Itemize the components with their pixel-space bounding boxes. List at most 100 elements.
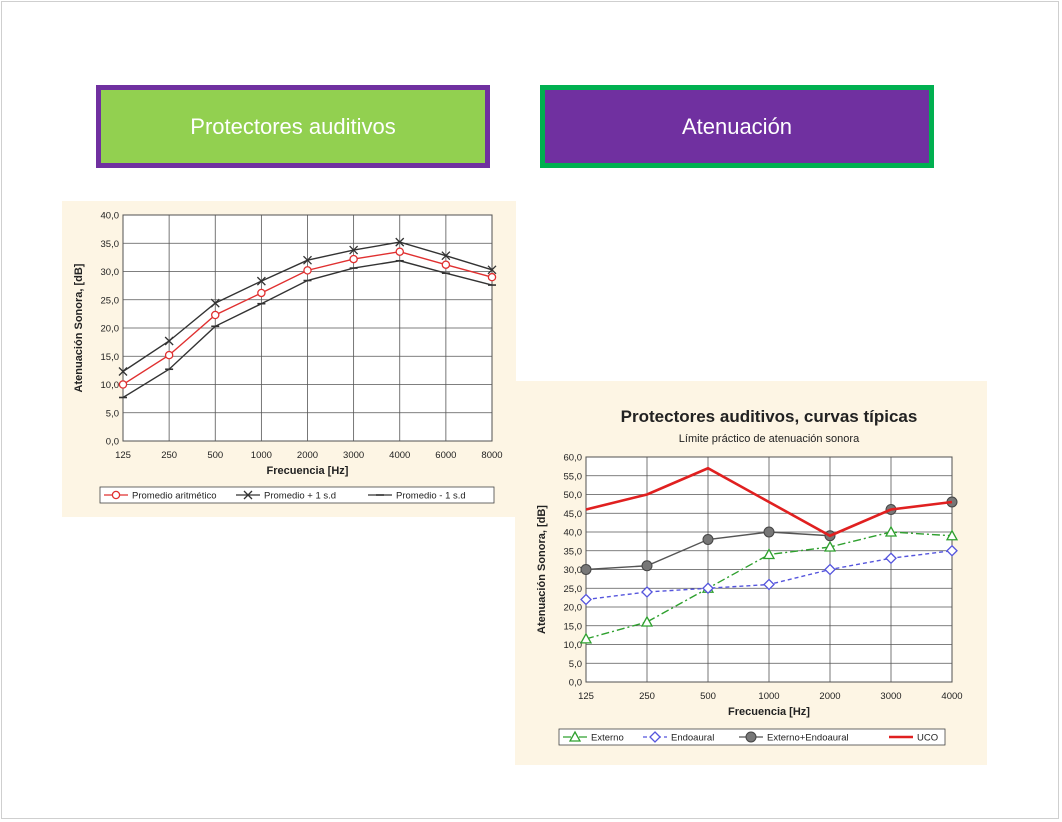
series-endoaural [580,544,958,606]
y-tick-label: 15,0 [564,621,583,632]
x-tick-label: 6000 [435,450,456,461]
y-tick-label: 20,0 [101,324,120,335]
legend-entry-externo: Externo [591,733,624,744]
y-tick-label: 5,0 [569,659,582,670]
data-point-promedio-aritmetico [487,272,497,282]
y-tick-label: 20,0 [564,603,583,614]
data-point-externo-endoaural [702,534,714,545]
attenuation-average-chart: 0,0 5,0 10,0 15,0 20,0 25,0 30,0 35,0 40,0 125 250… [62,201,516,517]
x-tick-label: 125 [578,691,594,702]
data-point-externo [823,540,837,552]
x-axis-label: Frecuencia [Hz] [728,706,810,718]
atenuacion-title-box: Atenuación [540,85,934,168]
y-tick-label: 60,0 [564,453,583,464]
data-point-endoaural [824,563,836,576]
y-tick-label: 30,0 [101,267,120,278]
protectores-auditivos-title-box: Protectores auditivos [96,85,490,168]
legend-entry-endoaural: Endoaural [671,733,714,744]
data-point-promedio-1-s-d [395,237,405,247]
data-point-endoaural [641,586,653,598]
y-tick-label: 55,0 [564,471,583,482]
y-tick-label: 30,0 [564,565,583,576]
y-tick-label: 25,0 [101,295,120,306]
data-point-endoaural [885,552,897,565]
y-tick-label: 45,0 [564,509,583,520]
legend-entry-promedio-1-s-d: Promedio + 1 s.d [264,491,336,502]
y-tick-label: 50,0 [564,490,583,501]
y-tick-label: 25,0 [564,584,583,595]
typical-curves-chart-svg: 0,0 5,0 10,0 15,0 20,0 25,0 30,0 35,0 40,0 45,0 50… [536,407,963,746]
x-tick-label: 4000 [389,450,410,461]
x-tick-label: 250 [161,450,177,461]
data-point-promedio-aritmetico [118,380,128,389]
legend-entry-promedio-aritmetico: Promedio aritmético [132,491,216,502]
y-axis-label: Atenuación Sonora, [dB] [536,505,548,634]
legend-entry-promedio-1-s-d: Promedio - 1 s.d [396,491,466,502]
x-tick-label: 500 [700,691,716,702]
y-tick-label: 15,0 [101,352,120,363]
data-point-promedio-1-s-d [118,367,128,376]
legend-marker-promedio-1-s-d [243,490,253,500]
legend-entry-uco: UCO [917,733,938,744]
x-tick-label: 3000 [343,450,364,461]
x-tick-label: 4000 [941,691,962,702]
legend-marker-externo-endoaural [745,731,757,743]
x-tick-label: 2000 [819,691,840,702]
legend: Externo Endoaural Externo+Endoaural UCO [558,728,946,746]
legend-marker-promedio-aritmetico [111,490,121,500]
y-axis-label: Atenuación Sonora, [dB] [73,263,85,392]
data-point-promedio-1-s-d [303,255,312,265]
data-point-promedio-aritmetico [210,310,220,320]
data-point-promedio-aritmetico [441,260,451,269]
x-tick-label: 125 [115,450,131,461]
legend-entry-externo-endoaural: Externo+Endoaural [767,733,849,744]
data-point-endoaural [946,544,958,557]
series-line-uco [585,466,953,538]
data-point-promedio-1-s-d [441,251,451,261]
data-point-externo-endoaural [641,560,653,572]
series-uco [585,466,953,538]
data-point-externo-endoaural [763,526,775,538]
data-point-externo [945,529,959,541]
y-tick-label: 0,0 [106,437,119,448]
series-promedio-1-s-d [118,237,497,376]
legend: Promedio aritmético Promedio + 1 s.d Prome… [99,486,495,504]
y-tick-label: 35,0 [564,546,583,557]
y-tick-label: 10,0 [101,380,120,391]
attenuation-average-chart-svg: 0,0 5,0 10,0 15,0 20,0 25,0 30,0 35,0 40,0 125 250… [73,211,503,504]
data-point-externo-endoaural [580,564,592,575]
data-point-externo [884,525,898,537]
data-point-promedio-1-s-d [349,245,359,255]
typical-curves-chart: 0,0 5,0 10,0 15,0 20,0 25,0 30,0 35,0 40,0 45,0 50… [515,381,987,765]
right-title-text: Atenuación [681,113,793,139]
data-point-promedio-aritmetico [395,247,404,256]
data-point-externo [640,615,654,627]
y-tick-label: 40,0 [564,528,583,539]
x-tick-label: 250 [639,691,655,702]
data-point-promedio-1-s-d [210,298,220,308]
legend-marker-externo [568,730,582,742]
data-point-endoaural [763,578,775,591]
data-point-externo [579,632,593,644]
series-promedio-aritmetico [118,247,497,389]
x-tick-label: 2000 [297,450,318,461]
data-point-endoaural [580,593,592,606]
x-tick-label: 1000 [251,450,272,461]
series-promedio-1-s-d [119,259,496,399]
chart-subtitle: Límite práctico de atenuación sonora [679,433,860,445]
y-tick-label: 5,0 [106,408,119,419]
data-point-promedio-1-s-d [256,276,266,286]
data-point-promedio-aritmetico [164,350,174,360]
data-point-promedio-aritmetico [303,266,312,275]
data-point-endoaural [702,582,714,595]
y-tick-label: 40,0 [101,211,120,222]
y-tick-label: 0,0 [569,678,582,689]
y-tick-label: 10,0 [564,640,583,651]
x-tick-label: 500 [207,450,223,461]
legend-box [99,486,495,504]
x-tick-label: 8000 [481,450,502,461]
left-title-text: Protectores auditivos [190,113,396,139]
data-point-promedio-aritmetico [257,288,266,298]
data-point-promedio-1-s-d [164,336,174,346]
